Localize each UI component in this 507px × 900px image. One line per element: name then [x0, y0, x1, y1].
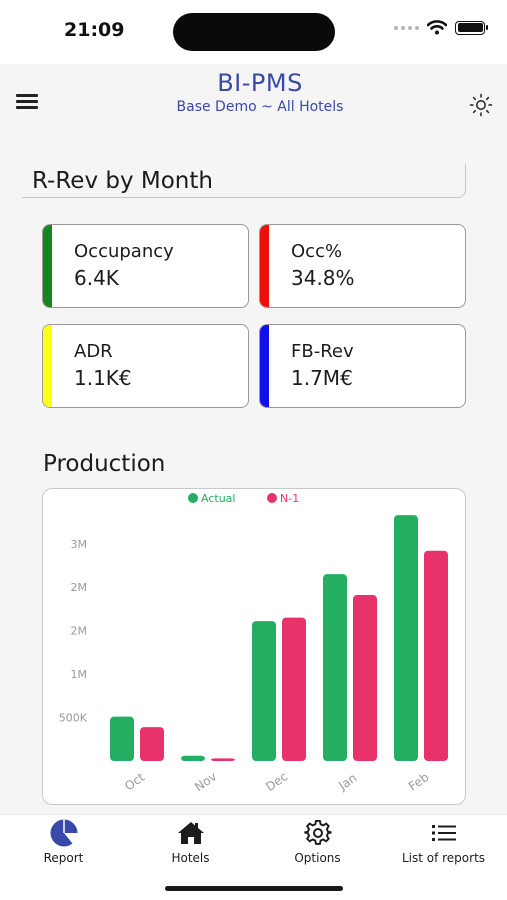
wifi-icon — [427, 20, 447, 35]
kpi-label: ADR — [74, 341, 113, 362]
report-title: R-Rev by Month — [32, 168, 213, 194]
bar-actual — [323, 574, 347, 761]
bar-n-1 — [140, 727, 164, 761]
x-tick-label: Oct — [122, 770, 147, 794]
y-tick-label: 500K — [59, 712, 88, 725]
kpi-card-fb-rev[interactable]: FB-Rev 1.7M€ — [259, 324, 466, 408]
status-indicators — [394, 20, 488, 35]
bar-n-1 — [211, 758, 235, 761]
kpi-value: 1.1K€ — [74, 366, 132, 390]
app-header: BI-PMS Base Demo ~ All Hotels — [0, 64, 507, 128]
tab-hotels[interactable]: Hotels — [127, 815, 254, 865]
cellular-signal-icon — [394, 25, 419, 30]
production-chart-card: Actual N-1 500K 1M 2M 2M 3M Oct Nov Dec Jan Feb — [42, 488, 466, 805]
tab-label: Report — [43, 851, 84, 865]
tab-label: Hotels — [171, 851, 210, 865]
legend-label-n1: N-1 — [280, 492, 299, 505]
kpi-label: Occ% — [291, 241, 343, 262]
kpi-color-bar — [43, 225, 52, 307]
dynamic-island — [173, 13, 335, 51]
kpi-color-bar — [260, 225, 269, 307]
legend-swatch-actual — [188, 493, 198, 503]
x-tick-label: Nov — [192, 769, 219, 794]
y-tick-label: 3M — [71, 538, 88, 551]
menu-icon[interactable] — [16, 94, 38, 110]
home-indicator — [165, 886, 343, 891]
bar-actual — [181, 755, 205, 761]
bar-actual — [252, 621, 276, 761]
y-tick-label: 2M — [71, 625, 88, 638]
status-time: 21:09 — [64, 19, 125, 41]
x-tick-label: Feb — [406, 770, 431, 794]
status-bar: 21:09 — [0, 0, 507, 64]
list-icon — [426, 818, 462, 848]
kpi-card-occupancy[interactable]: Occupancy 6.4K — [42, 224, 249, 308]
x-tick-label: Dec — [263, 769, 290, 794]
legend-swatch-n1 — [267, 493, 277, 503]
tab-options[interactable]: Options — [254, 815, 381, 865]
sun-icon[interactable] — [469, 93, 493, 117]
tab-label: List of reports — [401, 851, 486, 865]
tab-list-of-reports[interactable]: List of reports — [380, 815, 507, 865]
report-title-card: R-Rev by Month — [22, 164, 466, 198]
home-icon — [173, 818, 209, 848]
legend-label-actual: Actual — [201, 492, 235, 505]
tab-report[interactable]: Report — [0, 815, 127, 865]
y-tick-label: 2M — [71, 581, 88, 594]
production-chart: Actual N-1 500K 1M 2M 2M 3M Oct Nov Dec Jan Feb — [59, 492, 448, 794]
kpi-card-adr[interactable]: ADR 1.1K€ — [42, 324, 249, 408]
bar-n-1 — [282, 617, 306, 761]
production-title: Production — [43, 451, 166, 477]
bar-actual — [394, 515, 418, 761]
kpi-label: Occupancy — [74, 241, 174, 262]
tab-label: Options — [294, 851, 341, 865]
kpi-color-bar — [260, 325, 269, 407]
kpi-value: 34.8% — [291, 266, 355, 290]
kpi-value: 1.7M€ — [291, 366, 353, 390]
bar-n-1 — [353, 595, 377, 761]
pie-chart-icon — [46, 818, 82, 848]
battery-icon — [455, 20, 488, 35]
app-title: BI-PMS — [217, 69, 303, 97]
kpi-label: FB-Rev — [291, 341, 354, 362]
app-screen: BI-PMS Base Demo ~ All Hotels R-Rev by M… — [0, 64, 507, 814]
bar-actual — [110, 716, 134, 761]
app-subtitle: Base Demo ~ All Hotels — [176, 99, 344, 115]
kpi-card-occ-percent[interactable]: Occ% 34.8% — [259, 224, 466, 308]
y-tick-label: 1M — [71, 668, 88, 681]
kpi-value: 6.4K — [74, 266, 119, 290]
x-tick-label: Jan — [335, 771, 359, 794]
gear-icon — [300, 818, 336, 848]
bar-n-1 — [424, 550, 448, 761]
kpi-color-bar — [43, 325, 52, 407]
tab-bar: Report Hotels Options — [0, 814, 507, 865]
